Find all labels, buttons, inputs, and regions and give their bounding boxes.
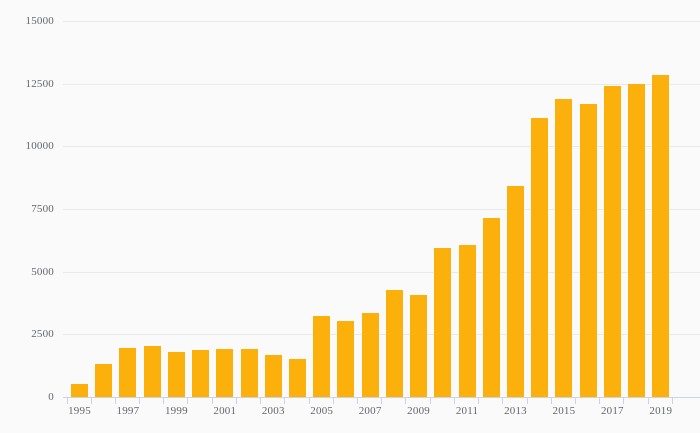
bar[interactable] xyxy=(216,349,234,397)
x-tick-label: 2003 xyxy=(261,405,285,417)
y-tick-label: 10000 xyxy=(25,140,54,153)
plot-area xyxy=(63,21,700,398)
x-tick-label: 2001 xyxy=(213,405,237,417)
bar[interactable] xyxy=(652,75,670,397)
x-tick-label: 2017 xyxy=(600,405,624,417)
y-tick-label: 5000 xyxy=(31,265,54,278)
gridline-10000 xyxy=(63,146,700,148)
x-tick-mark xyxy=(90,397,92,404)
bar[interactable] xyxy=(119,348,137,397)
bar[interactable] xyxy=(628,84,646,397)
x-tick-mark xyxy=(453,397,455,404)
bar[interactable] xyxy=(337,320,355,397)
x-tick-mark xyxy=(671,397,673,404)
x-tick-mark xyxy=(332,397,334,404)
x-tick-mark xyxy=(575,397,577,404)
x-tick-label: 1999 xyxy=(164,405,188,417)
x-tick-label: 2019 xyxy=(649,405,673,417)
x-tick-mark xyxy=(623,397,625,404)
x-tick-mark xyxy=(235,397,237,404)
x-tick-mark xyxy=(357,397,359,404)
bar[interactable] xyxy=(458,245,476,397)
gridline-5000 xyxy=(63,271,700,273)
bar[interactable] xyxy=(434,247,452,397)
x-tick-label: 2015 xyxy=(552,405,576,417)
bar[interactable] xyxy=(95,364,113,397)
x-tick-mark xyxy=(526,397,528,404)
x-tick-mark xyxy=(163,397,165,404)
gridline-7500 xyxy=(63,209,700,210)
bar[interactable] xyxy=(410,295,428,397)
x-tick-label: 2005 xyxy=(310,405,334,417)
x-tick-label: 2007 xyxy=(358,405,382,417)
x-tick-mark xyxy=(187,397,189,404)
gridline-2500 xyxy=(63,334,700,336)
x-tick-mark xyxy=(114,397,116,404)
x-tick-mark xyxy=(284,397,286,404)
y-tick-label: 7500 xyxy=(31,203,54,215)
bar[interactable] xyxy=(240,349,258,397)
gridline-15000 xyxy=(63,21,700,22)
x-axis: 1995 1997 1999 2001 2003 2005 2007 2009 2011 2013… xyxy=(63,397,700,433)
gridline-12500 xyxy=(63,83,700,85)
bar[interactable] xyxy=(143,345,161,397)
x-tick-mark xyxy=(211,397,213,404)
x-tick-mark xyxy=(405,397,407,404)
y-tick-label: 0 xyxy=(48,391,54,403)
x-tick-mark xyxy=(478,397,480,404)
bar[interactable] xyxy=(579,104,597,397)
y-tick-label: 12500 xyxy=(25,77,54,90)
bar[interactable] xyxy=(313,315,331,397)
bar[interactable] xyxy=(264,354,282,397)
x-tick-mark xyxy=(308,397,310,404)
x-tick-mark xyxy=(139,397,141,404)
x-tick-label: 2011 xyxy=(455,405,479,417)
x-tick-label: 2009 xyxy=(407,405,430,417)
x-tick-label: 2013 xyxy=(504,405,527,417)
x-tick-mark xyxy=(67,397,68,404)
x-tick-mark xyxy=(429,397,431,404)
bars-group xyxy=(63,21,700,397)
x-tick-label: 1997 xyxy=(116,405,140,417)
bar[interactable] xyxy=(555,99,573,397)
bar[interactable] xyxy=(288,358,306,397)
y-tick-label: 15000 xyxy=(25,15,54,27)
x-tick-mark xyxy=(599,397,601,404)
bar[interactable] xyxy=(361,313,379,397)
x-tick-mark xyxy=(260,397,262,404)
bar[interactable] xyxy=(531,118,549,397)
bar[interactable] xyxy=(192,350,210,397)
bar[interactable] xyxy=(603,86,621,397)
x-tick-mark xyxy=(647,397,649,404)
bar[interactable] xyxy=(482,218,500,397)
bar[interactable] xyxy=(385,290,403,397)
x-tick-mark xyxy=(381,397,383,404)
x-tick-label: 1995 xyxy=(68,405,91,417)
bar[interactable] xyxy=(167,352,185,397)
bar[interactable] xyxy=(506,186,524,397)
x-tick-mark xyxy=(502,397,504,404)
y-tick-label: 2500 xyxy=(31,328,54,341)
bar[interactable] xyxy=(71,383,88,397)
x-tick-mark xyxy=(550,397,552,404)
